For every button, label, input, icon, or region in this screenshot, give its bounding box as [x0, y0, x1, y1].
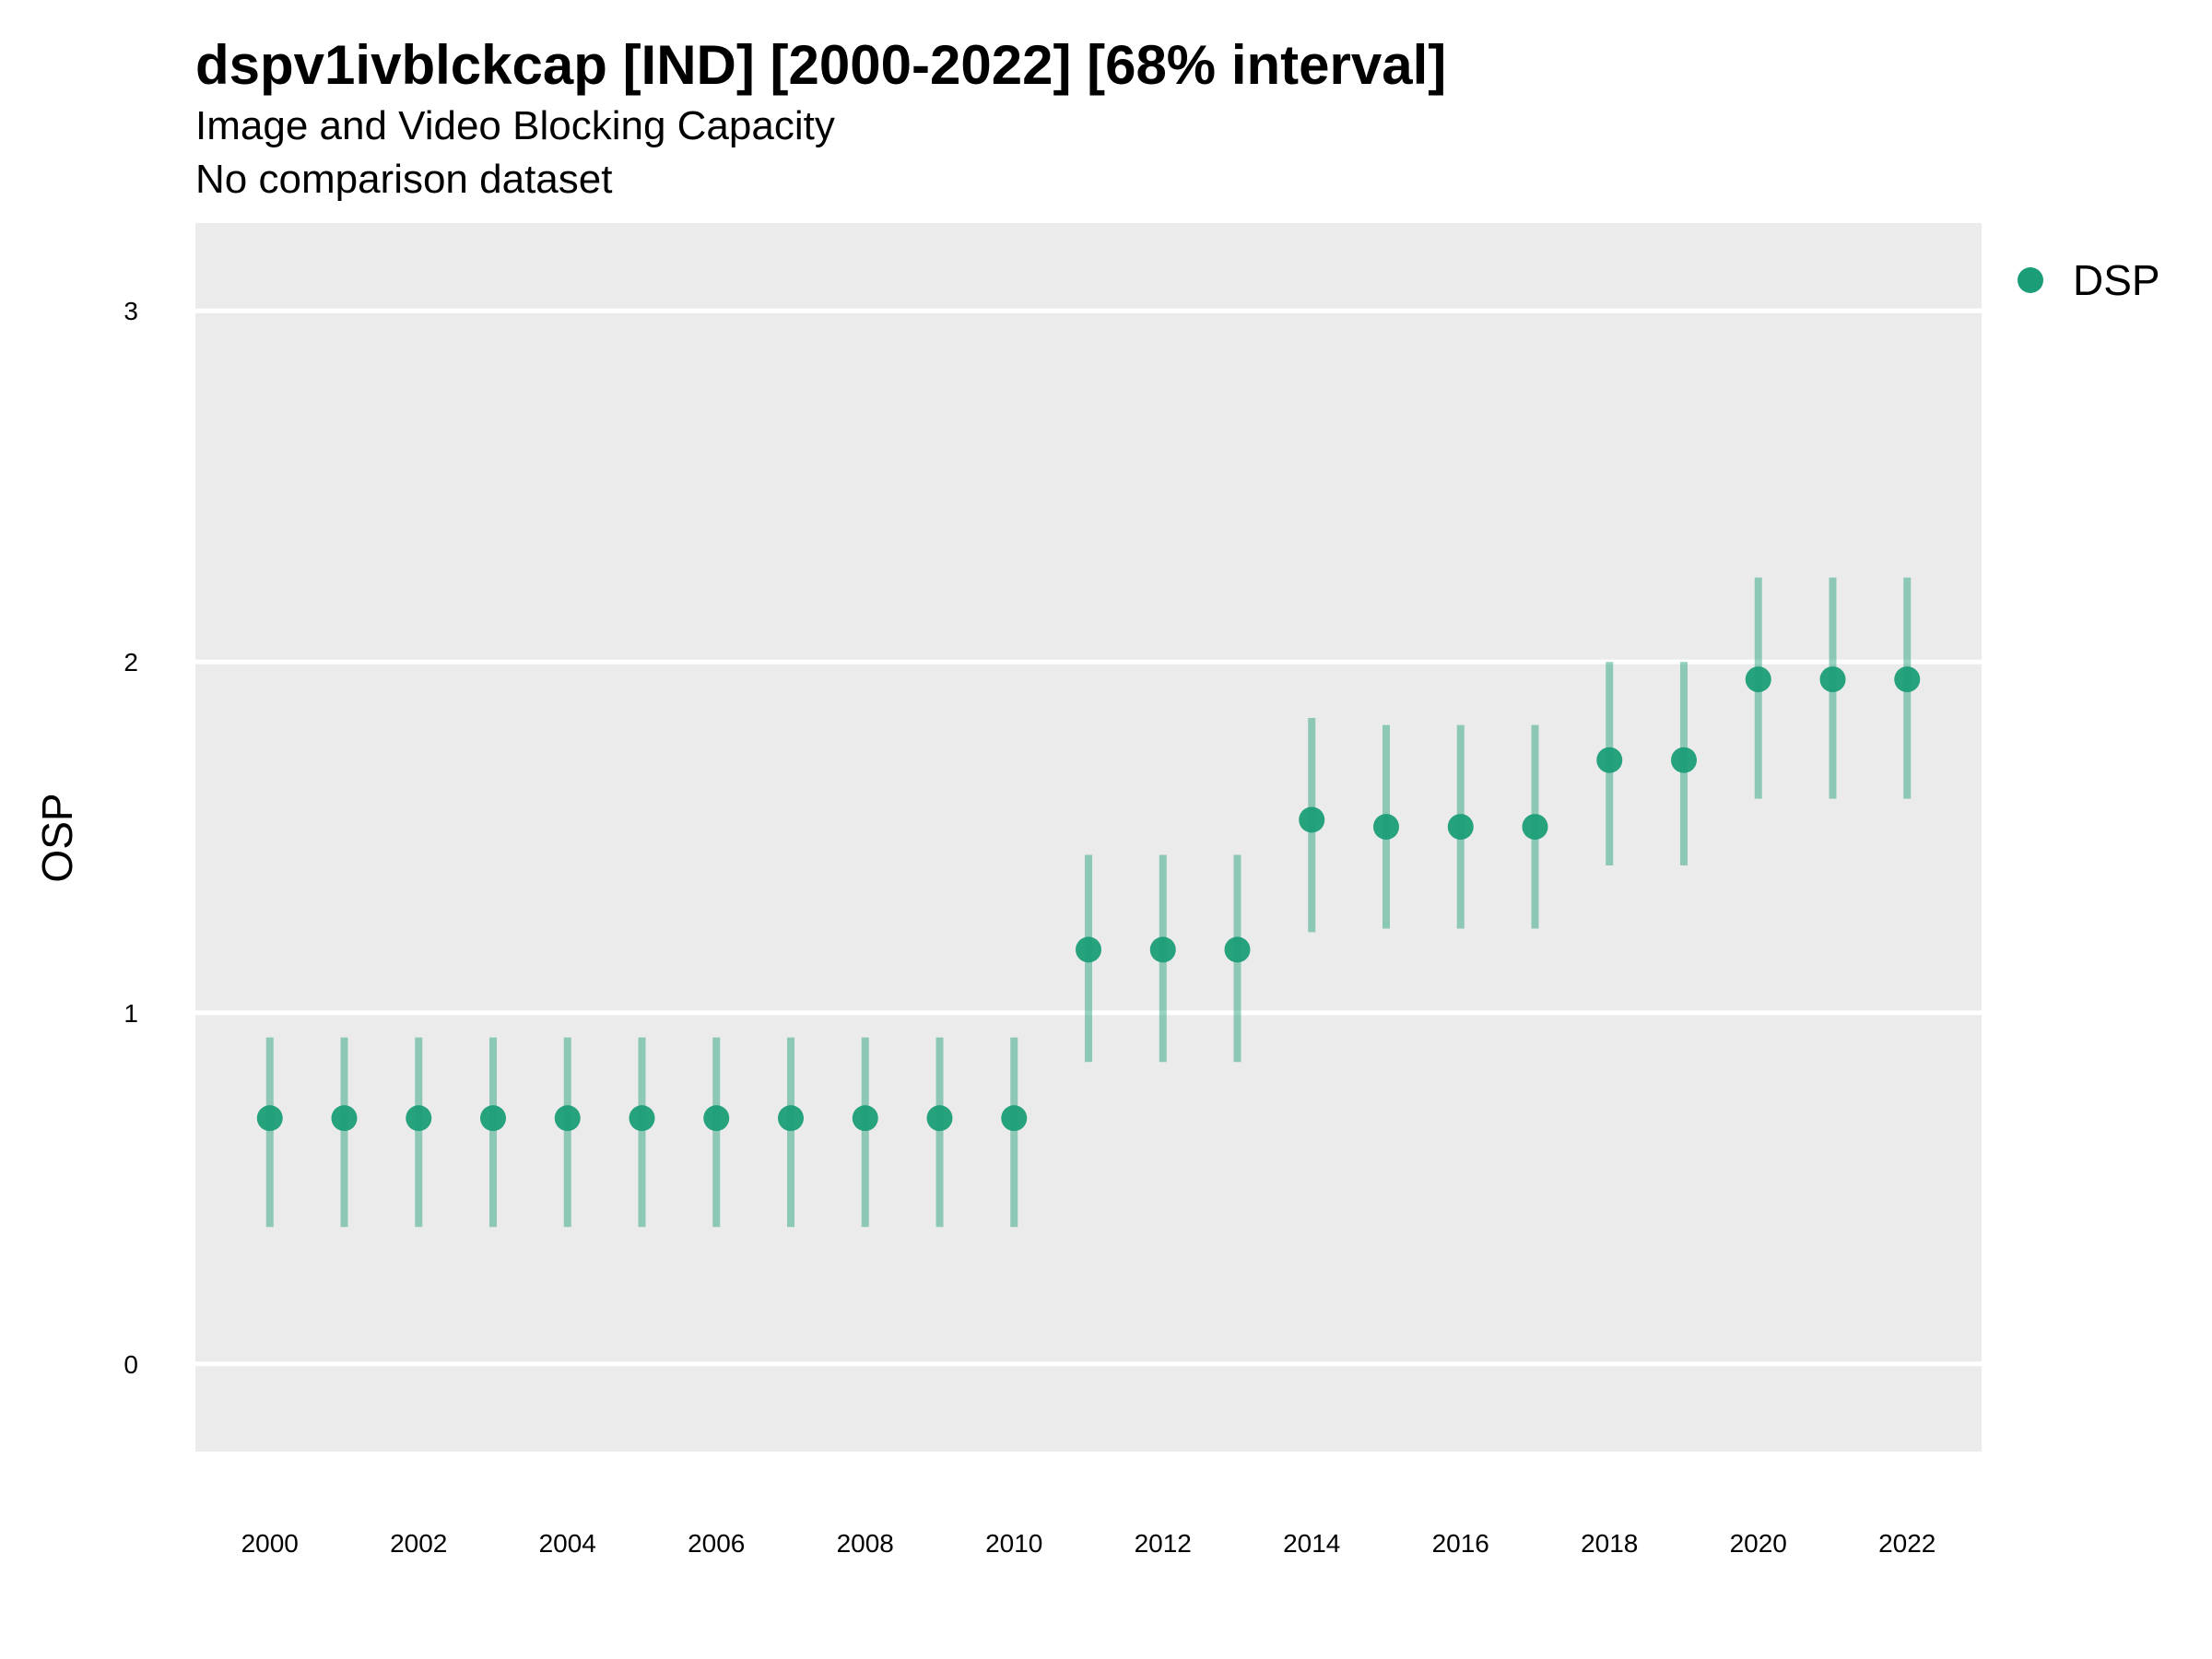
data-point: [1522, 814, 1548, 841]
chart-title: dspv1ivblckcap [IND] [2000-2022] [68% in…: [195, 34, 1447, 96]
data-point: [331, 1105, 358, 1132]
plot-panel: [195, 223, 1982, 1452]
x-tick-label: 2012: [1135, 1529, 1192, 1558]
x-tick-label: 2020: [1730, 1529, 1787, 1558]
data-point: [1224, 936, 1251, 963]
y-tick-label: 0: [124, 1350, 138, 1379]
x-tick-label: 2008: [837, 1529, 894, 1558]
data-point: [1819, 666, 1846, 693]
chart-caption: No comparison dataset: [195, 157, 613, 202]
data-point: [1671, 747, 1697, 773]
y-axis-ticks: 0 1 2 3: [124, 297, 138, 1379]
data-point: [1596, 747, 1623, 773]
data-point: [852, 1105, 878, 1132]
data-point: [703, 1105, 730, 1132]
grid-lines: [195, 308, 1982, 1367]
x-tick-label: 2000: [241, 1529, 299, 1558]
legend-swatch-dsp: [2018, 267, 2043, 293]
data-point: [1076, 936, 1101, 963]
data-point: [256, 1105, 283, 1132]
legend: DSP: [2018, 256, 2160, 304]
y-tick-label: 2: [124, 648, 138, 677]
data-point: [480, 1105, 506, 1132]
x-tick-label: 2022: [1878, 1529, 1936, 1558]
data-point: [1299, 806, 1325, 833]
x-tick-label: 2014: [1283, 1529, 1340, 1558]
data-point: [406, 1105, 432, 1132]
x-tick-label: 2006: [688, 1529, 745, 1558]
y-axis-label: OSP: [33, 793, 81, 882]
x-tick-label: 2004: [539, 1529, 596, 1558]
data-point: [1373, 814, 1399, 841]
data-point: [778, 1105, 804, 1132]
chart-subtitle: Image and Video Blocking Capacity: [195, 103, 835, 148]
data-point: [1894, 666, 1921, 693]
data-point: [1001, 1105, 1028, 1132]
data-point: [554, 1105, 581, 1132]
legend-label-dsp: DSP: [2073, 256, 2160, 304]
x-tick-label: 2016: [1432, 1529, 1489, 1558]
data-point: [1447, 814, 1474, 841]
y-tick-label: 3: [124, 297, 138, 325]
x-tick-label: 2018: [1581, 1529, 1638, 1558]
data-point: [629, 1105, 655, 1132]
data-point: [1745, 666, 1771, 693]
x-tick-label: 2002: [390, 1529, 447, 1558]
data-point: [926, 1105, 953, 1132]
x-axis-ticks: 2000 2002 2004 2006 2008 2010 2012 2014 2016 2018…: [241, 1529, 1936, 1558]
x-tick-label: 2010: [985, 1529, 1042, 1558]
data-point: [1149, 936, 1176, 963]
data-points: [256, 666, 1921, 1132]
y-tick-label: 1: [124, 999, 138, 1028]
